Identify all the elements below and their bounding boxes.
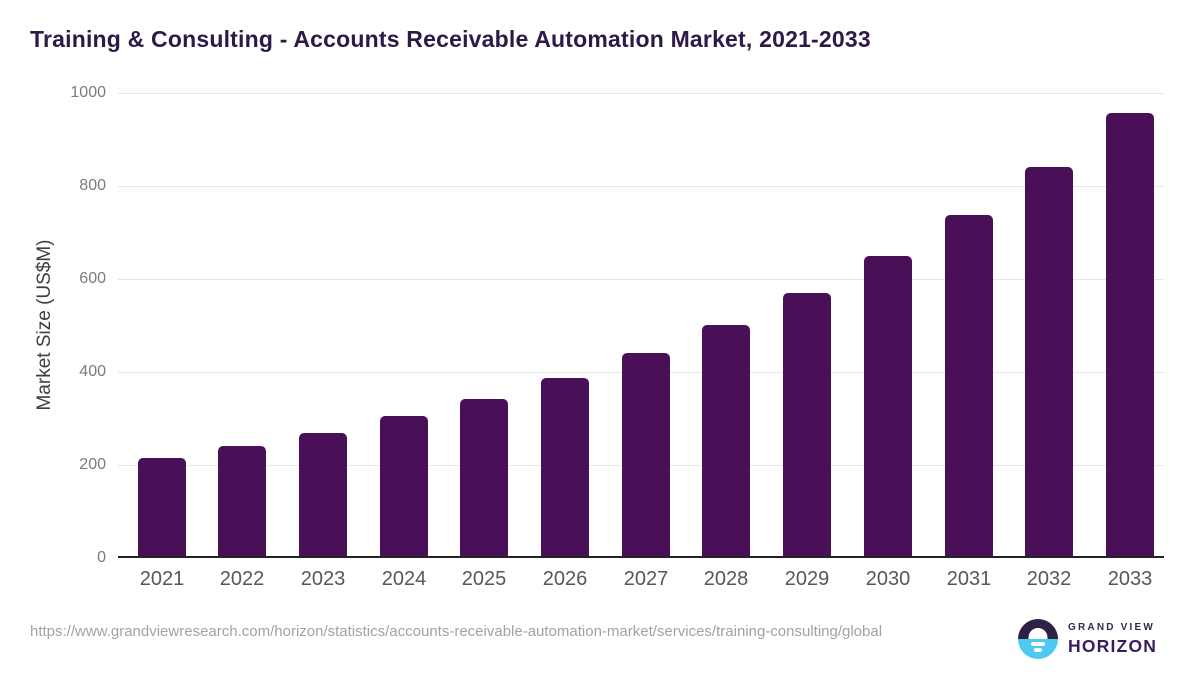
y-tick-label-1000: 1000 xyxy=(70,84,106,101)
bar-2033 xyxy=(1106,113,1154,558)
x-tick-label-2031: 2031 xyxy=(946,568,992,590)
source-url: https://www.grandviewresearch.com/horizo… xyxy=(30,623,883,640)
gridline-y-800 xyxy=(118,186,1164,187)
gridline-y-1000 xyxy=(118,93,1164,94)
x-tick-label-2028: 2028 xyxy=(703,568,749,590)
logo-brand-horizon: HORIZON xyxy=(1068,635,1158,656)
x-tick-label-2024: 2024 xyxy=(381,568,427,590)
bar-2024 xyxy=(380,416,428,558)
x-tick-label-2023: 2023 xyxy=(300,568,346,590)
x-tick-label-2021: 2021 xyxy=(139,568,185,590)
water-line-icon xyxy=(1034,648,1042,652)
bar-2026 xyxy=(541,378,589,558)
y-tick-label-200: 200 xyxy=(79,456,106,473)
chart-title: Training & Consulting - Accounts Receiva… xyxy=(30,26,871,52)
x-tick-label-2026: 2026 xyxy=(542,568,588,590)
x-tick-label-2032: 2032 xyxy=(1026,568,1072,590)
bar-2028 xyxy=(702,325,750,558)
x-tick-label-2030: 2030 xyxy=(865,568,911,590)
logo-text: GRAND VIEW HORIZON xyxy=(1068,622,1157,657)
x-tick-label-2033: 2033 xyxy=(1107,568,1153,590)
y-tick-label-800: 800 xyxy=(79,177,106,194)
y-tick-label-0: 0 xyxy=(97,549,106,566)
y-tick-label-400: 400 xyxy=(79,363,106,380)
x-tick-label-2025: 2025 xyxy=(461,568,507,590)
horizon-sunrise-icon xyxy=(1018,619,1058,659)
bar-2025 xyxy=(460,399,508,558)
gridline-y-600 xyxy=(118,279,1164,280)
x-tick-label-2029: 2029 xyxy=(784,568,830,590)
bar-2029 xyxy=(783,293,831,558)
grand-view-horizon-logo: GRAND VIEW HORIZON xyxy=(1018,619,1157,659)
bar-2032 xyxy=(1025,167,1073,558)
bar-2023 xyxy=(299,433,347,558)
x-tick-label-2022: 2022 xyxy=(219,568,265,590)
bar-2031 xyxy=(945,215,993,558)
sunrise-arch-icon xyxy=(1028,628,1048,639)
x-axis-line xyxy=(118,556,1164,558)
bar-2027 xyxy=(622,353,670,558)
water-line-icon xyxy=(1031,642,1045,646)
bar-2021 xyxy=(138,458,186,558)
bar-2030 xyxy=(864,256,912,558)
y-tick-label-600: 600 xyxy=(79,270,106,287)
y-axis-title: Market Size (US$M) xyxy=(34,239,55,411)
x-tick-label-2027: 2027 xyxy=(623,568,669,590)
logo-brand-grand-view: GRAND VIEW xyxy=(1068,621,1155,633)
bar-2022 xyxy=(218,446,266,558)
